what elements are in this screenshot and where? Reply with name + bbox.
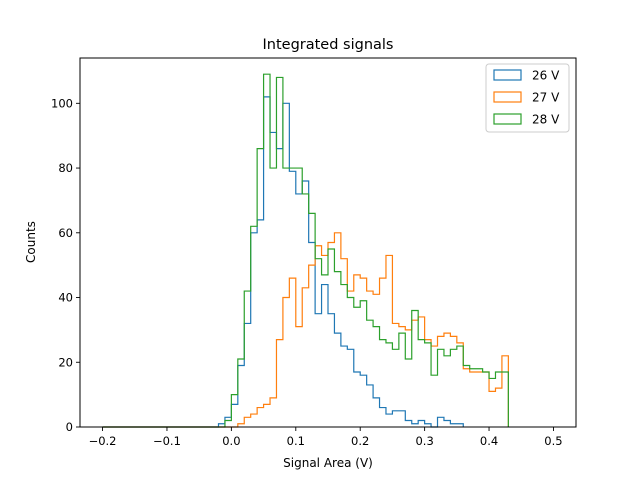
- x-tick-label: 0.4: [480, 434, 498, 448]
- x-axis: −0.2 −0.1 0.0 0.1 0.2 0.3 0.4 0.5: [89, 427, 563, 448]
- x-tick-label: −0.1: [153, 434, 181, 448]
- x-tick-label: 0.2: [351, 434, 369, 448]
- legend-label-0: 26 V: [532, 69, 560, 83]
- y-tick-label: 0: [66, 420, 73, 434]
- x-tick-label: 0.5: [544, 434, 562, 448]
- x-tick-label: 0.3: [415, 434, 433, 448]
- y-axis-label: Counts: [24, 221, 38, 263]
- x-tick-label: −0.2: [89, 434, 117, 448]
- y-tick-label: 80: [58, 161, 73, 175]
- legend-box: [485, 63, 570, 133]
- legend-swatch-1: [493, 91, 522, 103]
- y-tick-label: 60: [58, 226, 73, 240]
- x-tick-label: 0.0: [222, 434, 240, 448]
- y-axis: 0 20 40 60 80 100: [51, 96, 80, 434]
- legend-label-1: 27 V: [532, 91, 560, 105]
- legend-swatch-2: [493, 113, 522, 125]
- plot-frame: [79, 57, 577, 428]
- legend-swatch-0: [493, 69, 522, 81]
- x-tick-label: 0.1: [287, 434, 305, 448]
- y-tick-label: 20: [58, 355, 73, 369]
- legend-label-2: 28 V: [532, 113, 560, 127]
- y-tick-label: 100: [51, 96, 73, 110]
- y-tick-label: 40: [58, 291, 73, 305]
- legend: 26 V 27 V 28 V: [485, 63, 570, 133]
- chart-title: Integrated signals: [263, 37, 394, 53]
- x-axis-label: Signal Area (V): [283, 456, 373, 470]
